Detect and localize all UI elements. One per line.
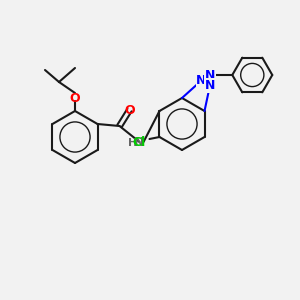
Text: N: N: [196, 74, 206, 87]
Text: Cl: Cl: [133, 136, 146, 148]
Text: N: N: [205, 79, 215, 92]
Text: H: H: [128, 138, 137, 148]
Text: O: O: [70, 92, 80, 104]
Text: N: N: [205, 68, 215, 82]
Text: N: N: [134, 136, 145, 148]
Text: O: O: [124, 103, 135, 116]
